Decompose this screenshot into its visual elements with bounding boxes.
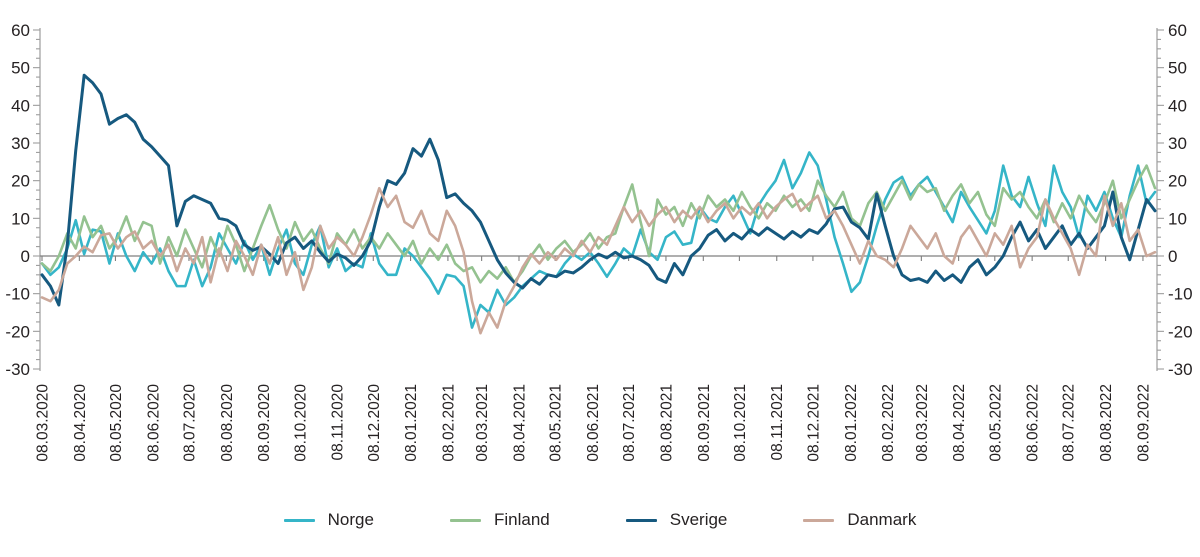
legend-item-sverige: Sverige xyxy=(625,510,728,530)
y-tick-label-left: -10 xyxy=(5,285,30,304)
x-tick-label: 08.01.2021 xyxy=(403,384,420,462)
legend-label-danmark: Danmark xyxy=(847,510,917,529)
legend-swatch-danmark xyxy=(803,518,835,522)
x-tick-label: 08.01.2022 xyxy=(843,384,860,462)
x-tick-label: 08.04.2022 xyxy=(951,384,968,462)
y-tick-label-left: 50 xyxy=(11,59,30,78)
x-tick-label: 08.02.2022 xyxy=(880,384,897,462)
x-tick-label: 08.09.2022 xyxy=(1135,384,1152,462)
x-tick-label: 08.11.2020 xyxy=(330,384,347,461)
line-chart-svg: -30 -30 -20 -20 -10 -10 0 0 10 10 20 20 30 30 40 40 50 50… xyxy=(5,21,1193,462)
y-tick-label-right: 60 xyxy=(1168,21,1187,40)
y-tick-label-right: 30 xyxy=(1168,134,1187,153)
x-tick-label: 08.07.2020 xyxy=(181,384,198,462)
legend-label-norge: Norge xyxy=(327,510,374,529)
chart-legend: Norge Finland Sverige Danmark xyxy=(0,510,1200,530)
x-tick-label: 08.11.2021 xyxy=(769,384,786,460)
y-tick-label-right: -10 xyxy=(1168,285,1193,304)
legend-swatch-norge xyxy=(283,518,315,522)
x-tick-label: 08.07.2022 xyxy=(1061,384,1078,462)
y-tick-label-left: 20 xyxy=(11,172,30,191)
y-tick-label-right: 0 xyxy=(1168,247,1177,266)
y-tick-label-left: -20 xyxy=(5,322,30,341)
legend-item-finland: Finland xyxy=(449,510,550,530)
series-line-sverige xyxy=(40,73,1157,307)
legend-label-sverige: Sverige xyxy=(669,510,728,529)
series-line-danmark xyxy=(40,186,1157,335)
y-tick-label-left: 40 xyxy=(11,96,30,115)
x-tick-label: 08.02.2021 xyxy=(440,384,457,462)
y-tick-label-right: -20 xyxy=(1168,322,1193,341)
x-tick-label: 08.05.2021 xyxy=(548,384,565,462)
y-tick-label-left: 60 xyxy=(11,21,30,40)
x-tick-label: 08.12.2021 xyxy=(805,384,822,462)
x-tick-label: 08.10.2020 xyxy=(292,384,309,462)
x-tick-label: 08.05.2020 xyxy=(108,384,125,462)
y-tick-label-right: 50 xyxy=(1168,59,1187,78)
y-tick-label-left: -30 xyxy=(5,360,30,379)
x-tick-label: 08.12.2020 xyxy=(366,384,383,462)
y-tick-label-right: 40 xyxy=(1168,96,1187,115)
x-tick-label: 08.07.2021 xyxy=(621,384,638,462)
y-tick-label-left: 30 xyxy=(11,134,30,153)
y-tick-label-right: 10 xyxy=(1168,209,1187,228)
x-tick-label: 08.08.2022 xyxy=(1098,384,1115,462)
series-line-finland xyxy=(40,164,1157,284)
y-tick-label-right: -30 xyxy=(1168,360,1193,379)
y-tick-label-left: 10 xyxy=(11,209,30,228)
x-tick-label: 08.03.2021 xyxy=(474,384,491,462)
y-tick-label-right: 20 xyxy=(1168,172,1187,191)
legend-swatch-sverige xyxy=(625,518,657,522)
series-line-norge xyxy=(40,151,1157,329)
x-tick-label: 08.08.2021 xyxy=(658,384,675,462)
legend-item-danmark: Danmark xyxy=(803,510,916,530)
x-tick-label: 08.03.2020 xyxy=(35,384,52,462)
x-tick-label: 08.06.2022 xyxy=(1025,384,1042,462)
x-tick-label: 08.03.2022 xyxy=(914,384,931,462)
x-tick-label: 08.10.2021 xyxy=(732,384,749,462)
x-tick-label: 08.04.2020 xyxy=(72,384,89,462)
legend-label-finland: Finland xyxy=(493,510,550,529)
x-tick-label: 08.05.2022 xyxy=(987,384,1004,462)
x-tick-label: 08.06.2021 xyxy=(585,384,602,462)
x-tick-label: 08.06.2020 xyxy=(145,384,162,462)
x-tick-label: 08.09.2021 xyxy=(696,384,713,462)
legend-swatch-finland xyxy=(449,518,481,522)
x-tick-label: 08.04.2021 xyxy=(511,384,528,462)
y-tick-label-left: 0 xyxy=(21,247,30,266)
legend-item-norge: Norge xyxy=(283,510,374,530)
x-tick-label: 08.09.2020 xyxy=(256,384,273,462)
x-tick-label: 08.08.2020 xyxy=(219,384,236,462)
